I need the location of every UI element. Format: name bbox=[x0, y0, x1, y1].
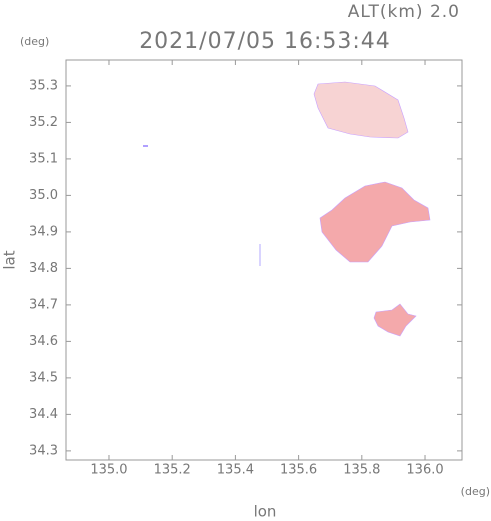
y-unit: (deg) bbox=[20, 35, 49, 48]
y-tick-label: 35.0 bbox=[29, 188, 58, 203]
y-tick-label: 34.5 bbox=[29, 370, 58, 385]
x-unit: (deg) bbox=[461, 485, 490, 498]
y-tick-label: 35.2 bbox=[29, 115, 58, 130]
echo-region bbox=[259, 244, 261, 266]
x-tick-label: 135.8 bbox=[343, 463, 380, 478]
echo-region bbox=[313, 81, 409, 139]
x-tick-label: 136.0 bbox=[406, 463, 443, 478]
y-tick-label: 34.9 bbox=[29, 224, 58, 239]
x-tick-label: 135.2 bbox=[154, 463, 191, 478]
y-tick-label: 34.7 bbox=[29, 297, 58, 312]
echo-regions bbox=[143, 81, 431, 337]
chart-title: 2021/07/05 16:53:44 bbox=[139, 29, 391, 54]
y-tick-label: 35.1 bbox=[29, 151, 58, 166]
y-tick-label: 34.3 bbox=[29, 443, 58, 458]
x-tick-label: 135.4 bbox=[217, 463, 254, 478]
x-tick-label: 135.0 bbox=[90, 463, 127, 478]
y-tick-label: 34.6 bbox=[29, 334, 58, 349]
echo-region bbox=[143, 145, 148, 147]
y-axis-label: lat bbox=[1, 250, 19, 269]
x-axis-label: lon bbox=[254, 503, 277, 521]
y-tick-label: 34.4 bbox=[29, 407, 58, 422]
y-tick-label: 34.8 bbox=[29, 261, 58, 276]
y-tick-label: 35.3 bbox=[29, 78, 58, 93]
echo-region bbox=[319, 181, 431, 263]
altitude-label: ALT(km) 2.0 bbox=[348, 2, 460, 22]
plot-frame bbox=[65, 59, 463, 461]
x-tick-label: 135.6 bbox=[280, 463, 317, 478]
echo-region bbox=[373, 303, 417, 337]
